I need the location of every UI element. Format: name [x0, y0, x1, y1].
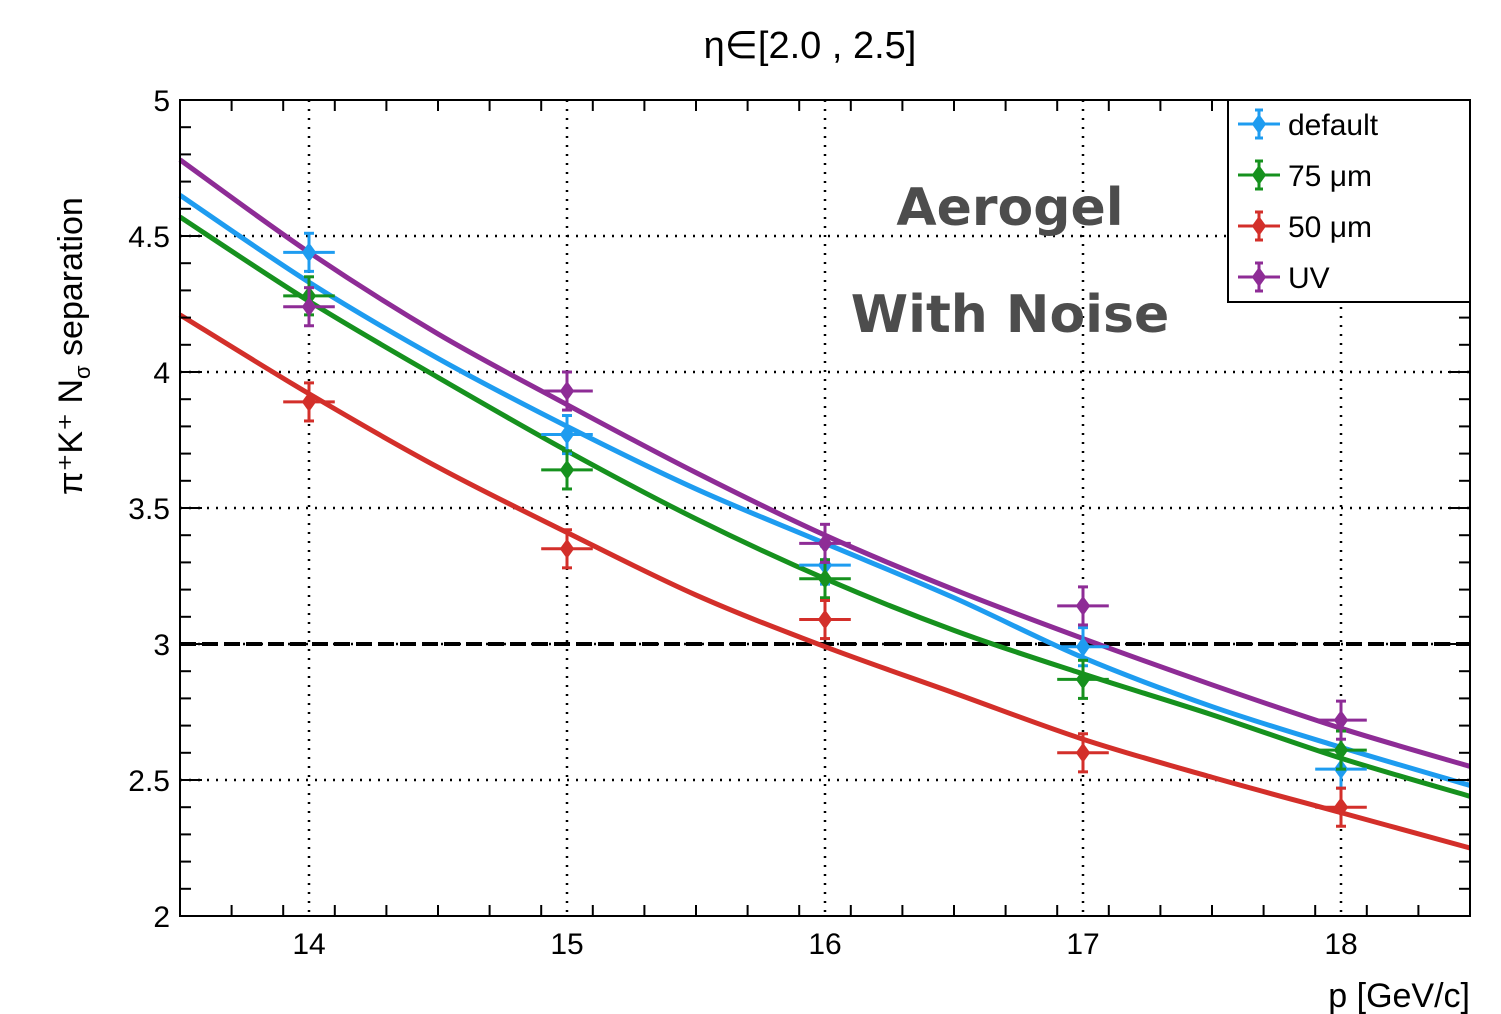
x-tick-labels: 14 15 16 17 18 [292, 928, 1357, 961]
legend-label: UV [1288, 262, 1330, 295]
y-tick-labels: 2 2.5 3 3.5 4 4.5 5 [128, 85, 170, 934]
data-point [799, 522, 851, 564]
data-point [799, 598, 851, 641]
y-axis-label: π⁺K⁺ Nσ separation [52, 197, 95, 495]
data-marker [817, 609, 833, 630]
data-marker [1075, 595, 1091, 616]
data-marker [817, 568, 833, 589]
data-marker [1333, 710, 1349, 731]
x-axis-label: p [GeV/c] [1328, 977, 1470, 1014]
legend-label: default [1288, 109, 1379, 142]
data-point [541, 528, 593, 570]
data-marker [301, 391, 317, 412]
x-tick-label: 18 [1324, 928, 1357, 961]
data-point [541, 449, 593, 491]
y-tick-label: 3.5 [128, 493, 170, 526]
y-tick-label: 3 [153, 629, 170, 662]
data-marker [1075, 636, 1091, 657]
legend-label: 75 μm [1288, 160, 1372, 193]
legend-entry: 75 μm [1238, 159, 1372, 193]
fit-curve [178, 157, 1471, 769]
data-point [799, 558, 851, 600]
annotation-aerogel: Aerogel [896, 178, 1123, 238]
y-axis-label-tail: separation [52, 197, 90, 365]
data-point [1315, 786, 1367, 828]
data-point [283, 381, 335, 423]
chart-title: η∈[2.0 , 2.5] [704, 25, 917, 67]
data-marker [1333, 797, 1349, 818]
x-tick-label: 16 [808, 928, 841, 961]
legend-entry: 50 μm [1238, 210, 1372, 244]
legend-entry: UV [1238, 261, 1330, 295]
y-axis-label-main: π⁺K⁺ N [52, 379, 90, 495]
x-tick-label: 15 [550, 928, 583, 961]
y-tick-label: 5 [153, 85, 170, 118]
data-point [1057, 658, 1109, 700]
x-tick-label: 17 [1066, 928, 1099, 961]
data-marker [1333, 740, 1349, 761]
data-point [1057, 585, 1109, 627]
data-marker [1075, 669, 1091, 690]
annotation-with-noise: With Noise [851, 285, 1169, 345]
data-point [283, 286, 335, 328]
legend-box [1227, 99, 1471, 303]
legend-marker [1251, 216, 1267, 236]
legend-entry: default [1238, 108, 1379, 142]
legend-label: 50 μm [1288, 211, 1372, 244]
data-marker [559, 381, 575, 402]
legend-marker [1251, 267, 1267, 287]
data-marker [1075, 742, 1091, 763]
data-point [1315, 699, 1367, 741]
x-tick-label: 14 [292, 928, 325, 961]
legend: default 75 μm 50 μm UV [1227, 99, 1471, 303]
y-axis-label-sub: σ [70, 365, 95, 379]
data-point [541, 370, 593, 412]
fit-curve [178, 312, 1471, 851]
y-tick-label: 4.5 [128, 221, 170, 254]
data-marker [301, 296, 317, 317]
data-points [283, 231, 1367, 828]
data-point [1057, 732, 1109, 774]
legend-marker [1251, 165, 1267, 185]
data-marker [817, 533, 833, 554]
y-tick-label: 4 [153, 357, 170, 390]
data-marker [301, 242, 317, 263]
data-point [541, 414, 593, 456]
y-tick-label: 2 [153, 901, 170, 934]
data-marker [559, 424, 575, 445]
fit-curve [178, 214, 1471, 799]
data-marker [559, 459, 575, 480]
data-point [283, 231, 335, 273]
legend-marker [1251, 114, 1267, 134]
data-marker [559, 538, 575, 559]
y-tick-label: 2.5 [128, 765, 170, 798]
